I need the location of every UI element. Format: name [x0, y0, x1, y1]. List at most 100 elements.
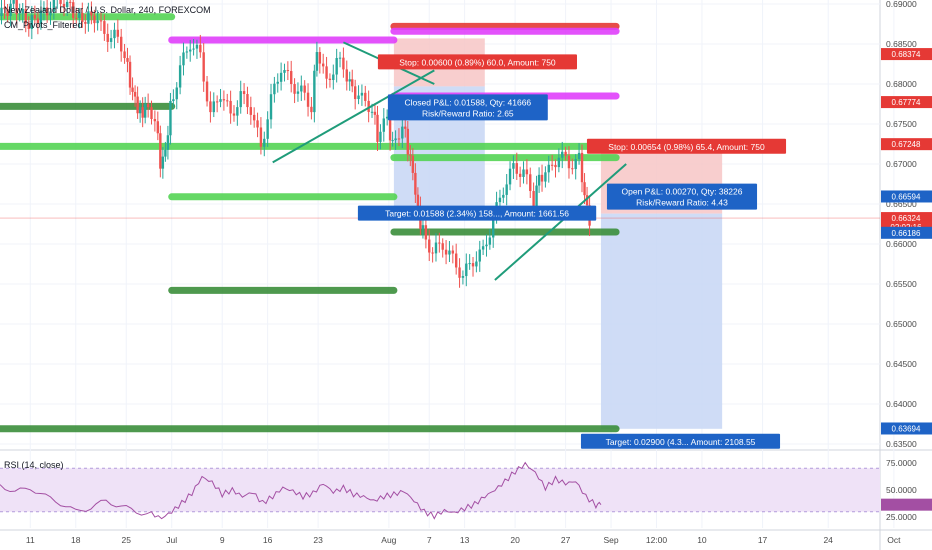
- candle-body: [300, 85, 303, 92]
- position-2-target-label-box: [580, 433, 781, 449]
- candle-body: [385, 116, 389, 119]
- rsi-title: RSI (14, close): [4, 460, 64, 470]
- candle-body: [146, 103, 150, 108]
- candle-body: [544, 172, 547, 182]
- candle-body: [411, 155, 415, 173]
- candle-body: [153, 119, 157, 122]
- candle-body: [512, 163, 515, 169]
- candle-body: [475, 261, 478, 267]
- candle-body: [150, 107, 153, 120]
- candle-body: [404, 126, 407, 129]
- candle-body: [123, 51, 126, 59]
- candle-body: [438, 242, 441, 244]
- candle-body: [382, 118, 385, 132]
- candle-body: [226, 100, 229, 102]
- candle-body: [342, 57, 345, 70]
- candle-body: [441, 243, 444, 250]
- position-1-target-label-box: [357, 205, 597, 221]
- price-tag: 0.67248: [892, 140, 921, 149]
- price-tag: 0.66594: [892, 192, 921, 201]
- candle-body: [550, 164, 554, 166]
- candle-body: [492, 218, 495, 238]
- candle-body: [175, 87, 178, 100]
- candle-body: [424, 225, 428, 240]
- candle-body: [303, 85, 306, 93]
- candle-body: [30, 15, 34, 30]
- candle-body: [178, 65, 182, 88]
- candle-body: [471, 263, 475, 267]
- candle-body: [246, 94, 249, 108]
- candle-body: [42, 7, 46, 11]
- position-1-target-label: Target: 0.01588 (2.34%) 158..., Amount: …: [385, 209, 569, 219]
- candle-body: [84, 21, 87, 24]
- candle-body: [109, 38, 113, 42]
- candle-body: [561, 151, 564, 158]
- candle-body: [156, 121, 160, 134]
- candle-body: [120, 36, 123, 52]
- candle-body: [192, 48, 195, 50]
- candle-body: [276, 81, 279, 84]
- candle-body: [391, 140, 394, 142]
- candle-body: [259, 127, 263, 147]
- candle-body: [293, 84, 296, 94]
- candle-body: [229, 100, 232, 114]
- candle-body: [75, 17, 78, 19]
- candle-body: [448, 250, 451, 255]
- position-2-target-label: Target: 0.02900 (4.3... Amount: 2108.55: [606, 437, 756, 447]
- candle-body: [505, 184, 508, 195]
- candle-body: [379, 131, 382, 142]
- candle-body: [522, 169, 525, 177]
- candle-body: [128, 61, 132, 88]
- candle-body: [99, 20, 103, 22]
- position-2-stop-label: Stop: 0.00654 (0.98%) 65.4, Amount: 750: [608, 142, 765, 152]
- candle-body: [310, 106, 313, 113]
- candle-body: [414, 172, 417, 195]
- candle-body: [166, 135, 170, 150]
- trendline: [272, 69, 435, 164]
- price-tag: 0.63694: [892, 424, 921, 433]
- candle-body: [169, 101, 172, 136]
- symbol-title: New Zealand Dollar / U.S. Dollar, 240, F…: [4, 5, 211, 15]
- candle-body: [434, 242, 438, 254]
- candle-body: [461, 276, 465, 278]
- time-axis-tick: Oct: [887, 535, 901, 545]
- candle-body: [90, 11, 93, 16]
- candle-body: [236, 107, 239, 116]
- time-axis-tick: 24: [823, 535, 833, 545]
- candle-body: [485, 244, 488, 247]
- candle-body: [138, 107, 142, 114]
- price-axis-tick: 0.64000: [886, 399, 917, 409]
- position-1-pnl-label: Closed P&L: 0.01588, Qty: 41666: [405, 97, 532, 107]
- candle-body: [367, 100, 370, 112]
- candle-body: [540, 174, 544, 182]
- candle-body: [126, 58, 129, 62]
- candle-body: [195, 44, 199, 49]
- time-axis-tick: 12:00: [646, 535, 668, 545]
- candle-body: [103, 21, 106, 34]
- candle-body: [78, 12, 81, 18]
- candle-body: [454, 253, 458, 268]
- candle-body: [45, 7, 49, 16]
- candle-body: [421, 225, 425, 230]
- price-tag: 0.68374: [892, 50, 921, 59]
- price-axis-tick: 0.65000: [886, 319, 917, 329]
- candle-body: [406, 128, 409, 155]
- time-axis-tick: Aug: [381, 535, 396, 545]
- candle-body: [574, 159, 577, 170]
- candle-body: [239, 91, 242, 108]
- position-2-pnl-label-box: [606, 183, 758, 210]
- candle-body: [360, 92, 364, 96]
- time-axis-tick: 27: [561, 535, 571, 545]
- candle-body: [189, 49, 192, 52]
- candle-body: [212, 101, 215, 113]
- candle-body: [136, 96, 139, 114]
- candle-body: [24, 8, 27, 24]
- candle-body: [68, 1, 72, 3]
- candle-body: [256, 120, 259, 128]
- candle-body: [388, 116, 392, 141]
- candle-body: [564, 151, 567, 156]
- candle-body: [159, 133, 162, 169]
- candle-body: [9, 3, 12, 16]
- candle-body: [87, 11, 90, 24]
